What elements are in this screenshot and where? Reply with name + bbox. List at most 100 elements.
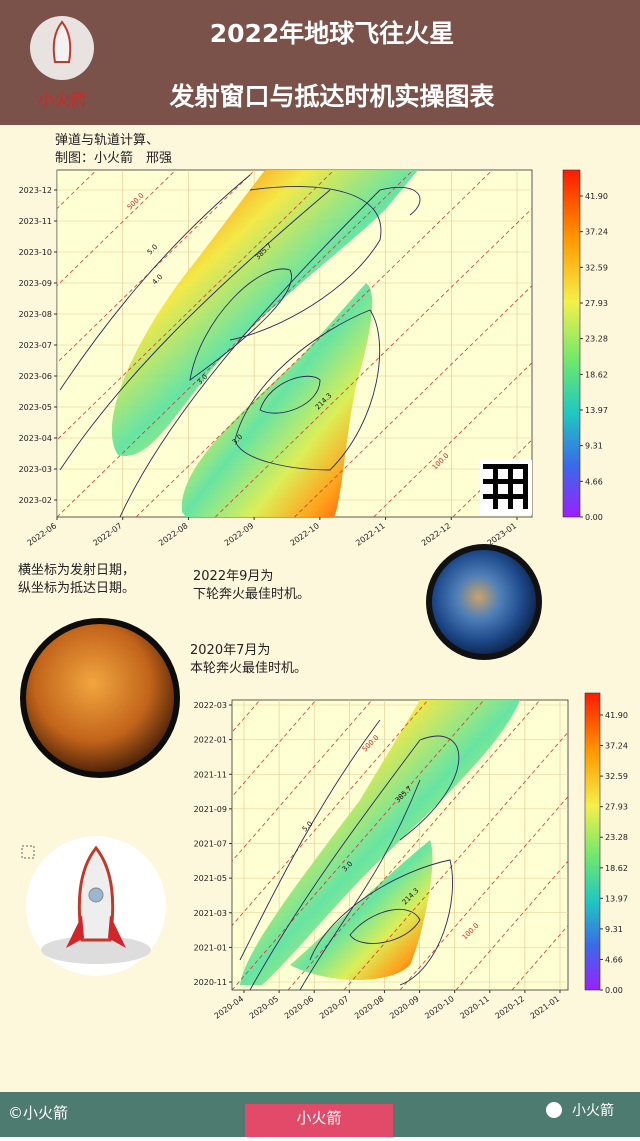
- qr-cell: [488, 464, 493, 469]
- qr-cell: [493, 479, 498, 484]
- qr-cell: [523, 494, 528, 499]
- colorbar-label: 9.31: [585, 442, 603, 451]
- account: 小火箭: [572, 1102, 614, 1119]
- qr-cell: [508, 504, 513, 509]
- footer-center: 小火箭: [296, 1109, 341, 1127]
- y-tick-label: 2021-01: [194, 943, 227, 952]
- qr-cell: [498, 479, 503, 484]
- colorbar-label: 18.62: [605, 864, 628, 873]
- colorbar-label: 41.90: [605, 711, 628, 720]
- qr-cell: [518, 494, 523, 499]
- credit: 弹道与轨道计算、: [55, 133, 159, 148]
- qr-cell: [523, 484, 528, 489]
- colorbar-label: 18.62: [585, 370, 608, 379]
- title: 2022年地球飞往火星: [210, 19, 455, 48]
- colorbar-label: 27.93: [585, 299, 608, 308]
- y-tick-label: 2023-09: [19, 279, 52, 288]
- credit: 制图：小火箭 邢强: [55, 150, 172, 166]
- qr-cell: [493, 499, 498, 504]
- colorbar: [563, 170, 580, 517]
- qr-cell: [523, 504, 528, 509]
- note: 2022年9月为: [193, 569, 273, 584]
- title: 发射窗口与抵达时机实操图表: [168, 82, 495, 111]
- qr-cell: [513, 494, 518, 499]
- y-tick-label: 2021-09: [194, 805, 227, 814]
- colorbar-label: 0.00: [585, 513, 603, 522]
- qr-cell: [523, 479, 528, 484]
- qr-cell: [493, 469, 498, 474]
- y-tick-label: 2023-02: [19, 496, 52, 505]
- y-tick-label: 2023-08: [19, 310, 52, 319]
- colorbar-label: 32.59: [605, 772, 628, 781]
- colorbar-label: 27.93: [605, 803, 628, 812]
- qr-cell: [508, 489, 513, 494]
- qr-cell: [508, 474, 513, 479]
- qr-cell: [498, 494, 503, 499]
- note: 纵坐标为抵达日期。: [18, 581, 135, 596]
- y-tick-label: 2023-10: [19, 248, 52, 257]
- y-tick-label: 2023-05: [19, 403, 52, 412]
- colorbar-label: 13.97: [605, 894, 628, 903]
- y-tick-label: 2023-04: [19, 434, 52, 443]
- qr-cell: [523, 474, 528, 479]
- y-tick-label: 2023-11: [19, 217, 52, 226]
- y-tick-label: 2023-12: [19, 186, 52, 195]
- qr-cell: [493, 484, 498, 489]
- qr-cell: [493, 464, 498, 469]
- logo-label: 小火箭: [38, 90, 86, 109]
- y-tick-label: 2023-07: [19, 341, 52, 350]
- qr-cell: [503, 494, 508, 499]
- y-tick-label: 2020-11: [194, 978, 227, 987]
- colorbar-label: 4.66: [605, 955, 623, 964]
- note: 横坐标为发射日期，: [18, 562, 135, 578]
- qr-cell: [523, 464, 528, 469]
- qr-cell: [508, 464, 513, 469]
- qr-cell: [508, 484, 513, 489]
- colorbar-label: 37.24: [585, 228, 608, 237]
- qr-cell: [493, 494, 498, 499]
- qr-cell: [523, 499, 528, 504]
- qr-cell: [508, 479, 513, 484]
- qr-cell: [498, 464, 503, 469]
- qr-cell: [493, 504, 498, 509]
- y-tick-label: 2022-03: [194, 701, 227, 710]
- qr-cell: [523, 469, 528, 474]
- qr-cell: [483, 479, 488, 484]
- y-tick-label: 2023-06: [19, 372, 52, 381]
- qr-cell: [508, 499, 513, 504]
- y-tick-label: 2021-05: [194, 874, 227, 883]
- y-tick-label: 2021-11: [194, 770, 227, 779]
- qr-cell: [513, 464, 518, 469]
- qr-cell: [523, 489, 528, 494]
- qr-cell: [508, 494, 513, 499]
- note: 本轮奔火最佳时机。: [190, 661, 307, 676]
- qr-cell: [518, 464, 523, 469]
- colorbar-label: 23.28: [605, 833, 628, 842]
- colorbar: [585, 693, 600, 990]
- colorbar-label: 13.97: [585, 406, 608, 415]
- qr-cell: [503, 464, 508, 469]
- y-tick-label: 2023-03: [19, 465, 52, 474]
- colorbar-label: 37.24: [605, 742, 628, 751]
- qr-cell: [488, 494, 493, 499]
- colorbar-label: 23.28: [585, 335, 608, 344]
- earth-image: [432, 550, 536, 654]
- colorbar-label: 9.31: [605, 925, 623, 934]
- qr-cell: [513, 479, 518, 484]
- y-tick-label: 2021-07: [194, 840, 227, 849]
- colorbar-label: 4.66: [585, 477, 603, 486]
- qr-cell: [483, 464, 488, 469]
- colorbar-label: 32.59: [585, 263, 608, 272]
- colorbar-label: 41.90: [585, 192, 608, 201]
- qr-cell: [508, 469, 513, 474]
- qr-cell: [483, 494, 488, 499]
- note: 下轮奔火最佳时机。: [193, 587, 310, 602]
- wechat-icon: [546, 1102, 562, 1118]
- colorbar-label: 0.00: [605, 986, 623, 995]
- y-tick-label: 2022-01: [194, 736, 227, 745]
- qr-cell: [488, 479, 493, 484]
- note: 2020年7月为: [190, 643, 270, 658]
- y-tick-label: 2021-03: [194, 909, 227, 918]
- mars-image: [26, 624, 174, 772]
